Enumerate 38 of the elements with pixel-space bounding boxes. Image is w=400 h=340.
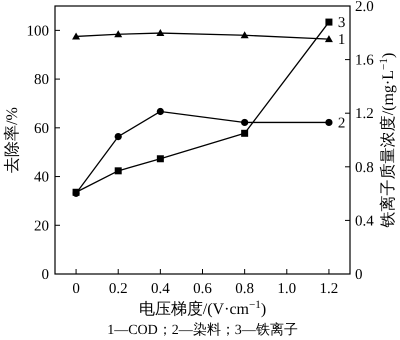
point [156,29,164,36]
x-tick-label: 0.8 [235,281,254,297]
y2-tick-label: 2.0 [355,0,374,15]
y-tick-label: 20 [34,218,49,234]
x-tick-label: 1.0 [277,281,296,297]
y-tick-label: 40 [34,170,49,186]
x-tick-label: 0.4 [150,281,170,297]
series-label: 2 [338,115,346,132]
x-tick-label: 0 [72,281,80,297]
y-tick-label: 80 [34,72,49,88]
x-axis-title: 电压梯度/(V·cm$^{−1}$) [138,299,266,318]
y2-tick-label: 1.2 [355,106,374,122]
y2-tick-label: 0.8 [355,160,374,176]
series-label: 3 [338,15,346,32]
point [156,108,164,116]
point [325,18,332,26]
point [241,118,248,126]
point [240,31,249,38]
point [114,132,122,140]
y2-tick-label: 1.6 [355,52,374,69]
point [114,167,122,174]
y2-tick-label: 0.4 [355,213,374,230]
series-label: 1 [338,32,346,48]
point [156,155,164,162]
y-axis-title: 去除率/% [3,107,21,173]
y-tick-label: 100 [26,23,49,40]
text: 1—COD；2—染料；3—铁离子 [107,322,298,338]
point [241,130,248,137]
y2-tick-label: 0 [355,267,362,283]
point [72,32,80,40]
x-tick-label: 0.6 [193,281,212,297]
y-tick-label: 60 [34,120,49,137]
point [114,30,122,38]
point [324,35,333,42]
x-tick-label: 0.2 [108,281,128,297]
x-tick-label: 1.2 [320,281,338,297]
y-tick-label: 0 [42,267,49,283]
point [325,118,333,126]
